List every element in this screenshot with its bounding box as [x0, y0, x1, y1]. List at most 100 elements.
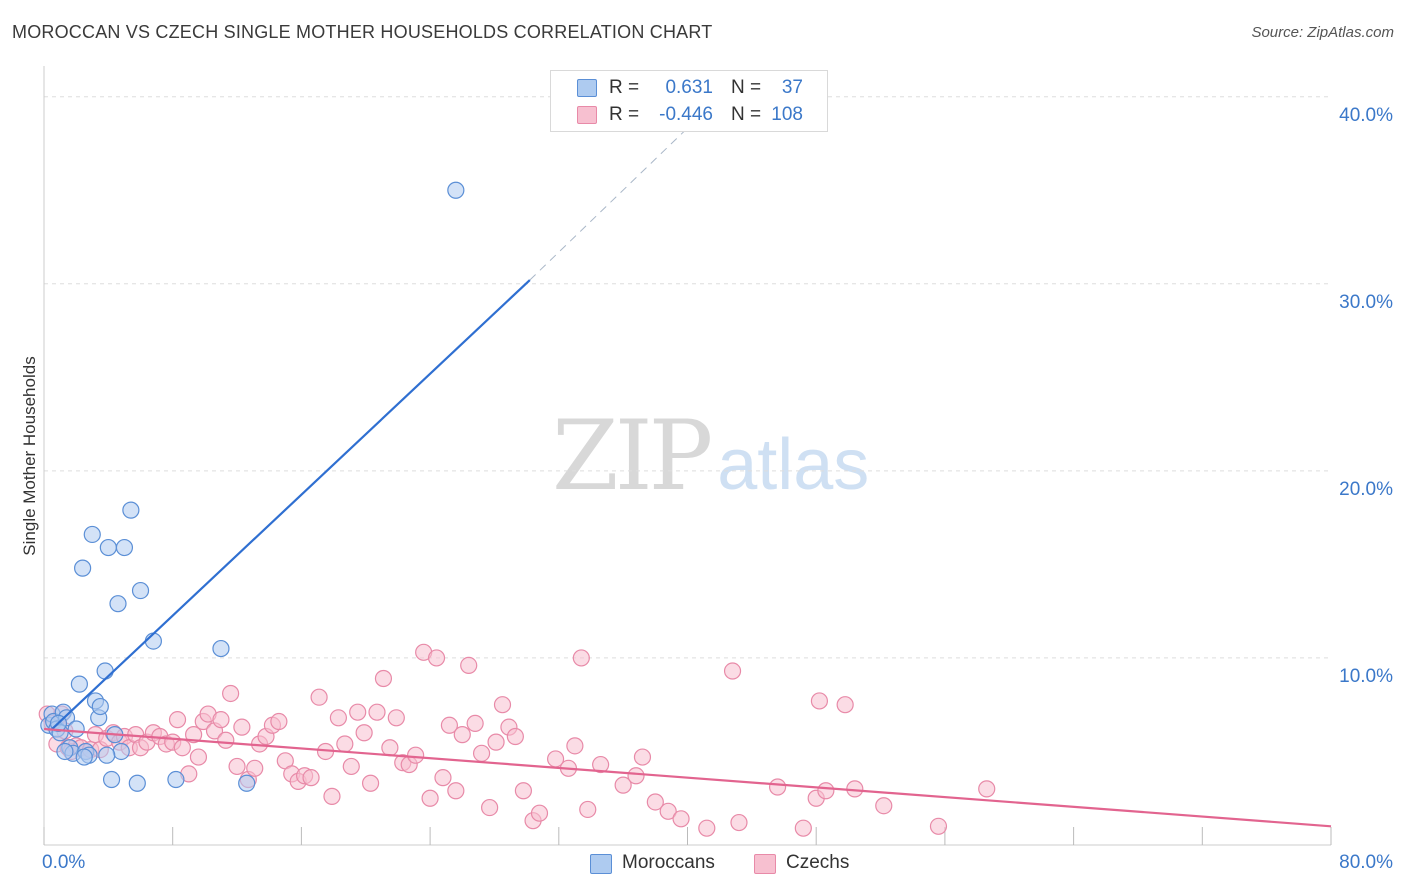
watermark-atlas: atlas	[717, 425, 870, 505]
moroccan-point	[56, 742, 74, 761]
czech-point	[222, 684, 240, 703]
y-tick-label: 20.0%	[1339, 478, 1393, 500]
series-legend: Moroccans Czechs	[0, 852, 1406, 878]
czech-point	[506, 727, 524, 746]
legend-row-moroccans: R = 0.631 N = 37	[551, 75, 827, 101]
czech-point	[633, 748, 652, 766]
czech-point	[487, 733, 505, 751]
legend-swatch-pink	[577, 106, 597, 124]
czech-point	[185, 726, 203, 744]
moroccan-point	[99, 538, 117, 557]
czech-point	[614, 776, 632, 794]
czech-point	[270, 712, 288, 731]
czech-point	[342, 757, 360, 776]
y-tick-label: 10.0%	[1339, 665, 1393, 687]
trend-lines	[43, 107, 1332, 828]
czech-point	[875, 797, 893, 815]
czech-point	[233, 718, 251, 736]
moroccan-point	[131, 581, 150, 600]
czech-point	[672, 810, 690, 828]
czech-point	[381, 739, 399, 757]
legend-n-value: 37	[781, 77, 803, 98]
moroccan-point	[167, 770, 185, 789]
czech-point	[246, 759, 264, 777]
czech-point	[329, 709, 348, 727]
correlation-legend: R = 0.631 N = 37 R = -0.446 N = 108	[550, 70, 828, 132]
moroccan-point	[98, 746, 116, 764]
legend-n-label: N =	[731, 104, 762, 125]
czech-point	[361, 774, 380, 792]
czech-point	[189, 748, 208, 766]
legend-label-moroccans: Moroccans	[622, 852, 715, 873]
legend-n-label: N =	[731, 77, 762, 98]
czech-point	[427, 649, 446, 667]
czech-point	[336, 735, 354, 753]
x-tick-label-max: 80.0%	[1339, 852, 1393, 873]
czech-point	[572, 649, 590, 667]
legend-swatch-blue	[577, 79, 597, 97]
czech-point	[323, 787, 341, 805]
czech-point	[434, 769, 452, 787]
moroccan-point	[109, 595, 127, 613]
czech-point	[387, 709, 405, 727]
czech-point	[698, 819, 716, 837]
moroccan-point	[70, 675, 88, 693]
moroccan-point	[128, 774, 146, 792]
legend-r-value: 0.631	[665, 77, 713, 98]
moroccan-point	[96, 662, 114, 680]
legend-row-czechs: R = -0.446 N = 108	[551, 102, 827, 128]
czech-point	[302, 769, 320, 787]
watermark: ZIP atlas	[552, 400, 869, 512]
czech-point	[579, 800, 597, 819]
czech-point	[481, 798, 499, 817]
czech-point	[794, 819, 812, 837]
czech-point	[530, 804, 549, 822]
czech-point	[228, 757, 246, 776]
czech-point	[514, 782, 533, 800]
moroccan-point	[447, 181, 465, 199]
moroccan-point	[238, 774, 256, 792]
watermark-zip: ZIP	[552, 400, 713, 512]
moroccan-point	[122, 501, 140, 519]
moroccan-point	[74, 559, 92, 577]
y-tick-label: 30.0%	[1339, 291, 1393, 313]
czech-point	[212, 711, 230, 729]
czech-point	[168, 711, 187, 729]
moroccans-points	[40, 181, 465, 792]
czech-point	[460, 656, 478, 675]
czech-point	[730, 813, 748, 832]
czech-point	[592, 755, 610, 774]
czechs-points	[38, 643, 996, 837]
czech-point	[440, 716, 459, 734]
czech-point	[407, 746, 425, 764]
legend-swatch-moroccans	[590, 854, 612, 874]
czech-point	[817, 782, 835, 800]
moroccan-point	[212, 639, 230, 658]
czech-point	[421, 789, 439, 807]
czech-point	[217, 731, 235, 749]
x-tick-label-min: 0.0%	[42, 852, 86, 873]
moroccan-point	[75, 748, 93, 766]
czech-point	[374, 669, 393, 688]
czech-point	[173, 739, 191, 757]
czech-point	[447, 782, 465, 800]
moroccan-point	[67, 720, 85, 738]
moroccans-trend-line	[51, 279, 531, 730]
legend-n-value: 108	[771, 104, 803, 125]
czech-point	[368, 703, 386, 721]
czech-point	[929, 817, 948, 835]
moroccan-point	[102, 770, 121, 789]
czech-point	[355, 724, 373, 742]
source-label: Source: ZipAtlas.com	[1251, 24, 1394, 41]
czech-point	[349, 703, 367, 721]
moroccan-point	[144, 632, 162, 650]
legend-r-value: -0.446	[659, 104, 713, 125]
czech-point	[810, 692, 829, 710]
czech-point	[659, 802, 677, 820]
czech-point	[627, 767, 645, 785]
czech-point	[768, 778, 787, 796]
legend-label-czechs: Czechs	[786, 852, 850, 873]
czech-point	[566, 737, 584, 755]
chart-title: MOROCCAN VS CZECH SINGLE MOTHER HOUSEHOL…	[12, 22, 713, 42]
